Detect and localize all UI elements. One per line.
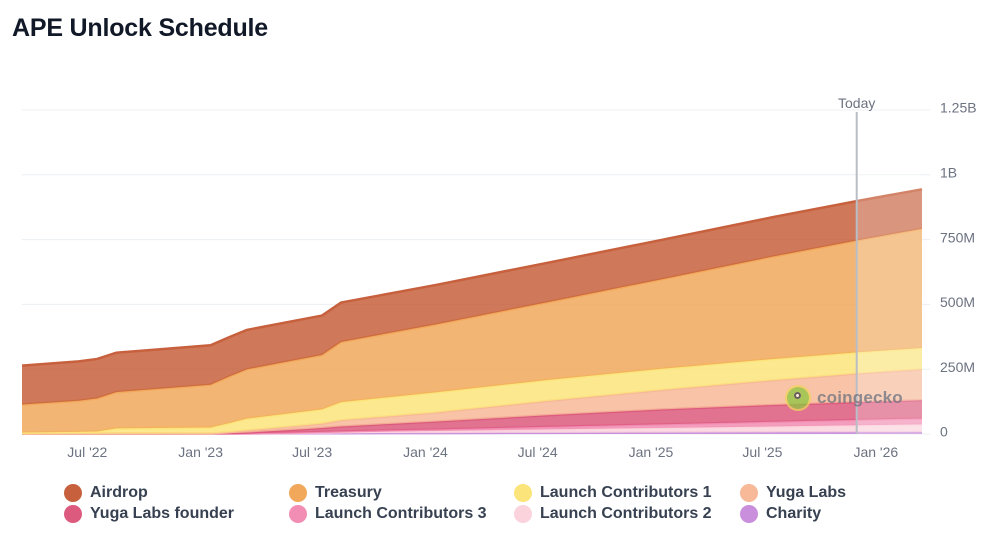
legend-label: Yuga Labs xyxy=(766,484,847,501)
y-tick-label: 250M xyxy=(940,359,975,375)
x-tick-label: Jan '25 xyxy=(629,444,674,460)
legend-label: Launch Contributors 2 xyxy=(540,505,712,522)
legend-swatch xyxy=(64,484,82,502)
y-tick-label: 1.25B xyxy=(940,100,977,116)
x-tick-label: Jul '23 xyxy=(292,444,332,460)
y-tick-label: 1B xyxy=(940,165,957,181)
legend-label: Launch Contributors 3 xyxy=(315,505,487,522)
area-launch-contributors-2[interactable] xyxy=(22,424,922,434)
unlock-schedule-chart: 0 250M 500M 750M 1B 1.25B Jul '22 Jan '23 Jul '2… xyxy=(21,95,977,460)
legend-label: Charity xyxy=(766,505,822,522)
legend-item[interactable]: Treasury xyxy=(289,484,514,502)
coingecko-logo-icon xyxy=(785,385,811,411)
legend-label: Airdrop xyxy=(90,484,148,501)
legend-label: Launch Contributors 1 xyxy=(540,484,712,501)
legend-swatch xyxy=(289,505,307,523)
today-label: Today xyxy=(838,95,875,111)
legend-swatch xyxy=(514,484,532,502)
legend-item[interactable]: Launch Contributors 2 xyxy=(514,505,740,523)
y-tick-label: 750M xyxy=(940,229,975,245)
legend-label: Yuga Labs founder xyxy=(90,505,235,522)
y-tick-label: 500M xyxy=(940,294,975,310)
x-tick-label: Jan '24 xyxy=(403,444,448,460)
x-tick-label: Jul '22 xyxy=(67,444,107,460)
coingecko-watermark: coingecko xyxy=(785,385,903,411)
legend-swatch xyxy=(289,484,307,502)
watermark-text: coingecko xyxy=(817,388,903,407)
y-tick-label: 0 xyxy=(940,424,948,440)
x-tick-label: Jul '24 xyxy=(518,444,558,460)
area-launch-contributors-3[interactable] xyxy=(22,418,922,434)
legend-item[interactable]: Launch Contributors 3 xyxy=(289,505,514,523)
legend-item[interactable]: Charity xyxy=(740,505,940,523)
x-tick-label: Jan '23 xyxy=(178,444,223,460)
future-region-overlay xyxy=(856,110,922,434)
x-tick-label: Jul '25 xyxy=(742,444,782,460)
legend-swatch xyxy=(64,505,82,523)
chart-title: APE Unlock Schedule xyxy=(12,14,268,42)
area-launch-contributors-1[interactable] xyxy=(22,347,922,434)
area-treasury[interactable] xyxy=(22,228,922,433)
legend-label: Treasury xyxy=(315,484,382,501)
line-airdrop xyxy=(21,188,923,367)
legend-swatch xyxy=(740,484,758,502)
legend-swatch xyxy=(514,505,532,523)
chart-legend: Airdrop Treasury Launch Contributors 1 Yuga… xyxy=(64,484,940,523)
area-airdrop[interactable] xyxy=(22,189,922,405)
legend-item[interactable]: Yuga Labs founder xyxy=(64,505,289,523)
legend-item[interactable]: Yuga Labs xyxy=(740,484,940,502)
x-tick-label: Jan '26 xyxy=(853,444,898,460)
legend-swatch xyxy=(740,505,758,523)
legend-item[interactable]: Airdrop xyxy=(64,484,289,502)
legend-item[interactable]: Launch Contributors 1 xyxy=(514,484,740,502)
